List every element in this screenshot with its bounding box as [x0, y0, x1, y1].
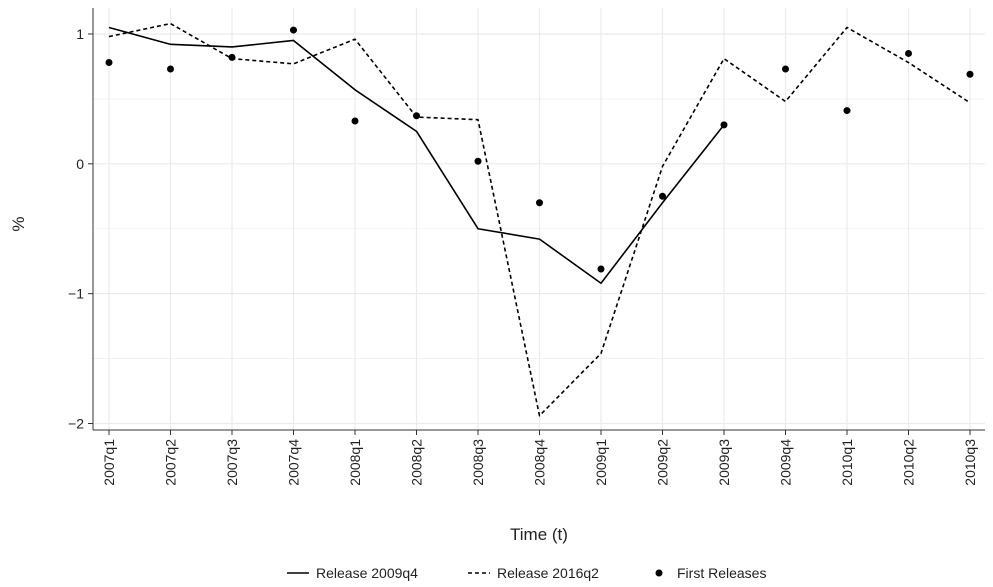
- legend-key: [655, 569, 663, 577]
- data-point: [228, 53, 236, 61]
- x-tick-label: 2010q2: [901, 439, 917, 486]
- x-tick-label: 2007q2: [163, 439, 179, 486]
- legend-label: Release 2009q4: [316, 565, 418, 581]
- y-tick-label: 0: [76, 156, 84, 172]
- x-tick-label: 2009q1: [593, 439, 609, 486]
- y-tick-label: 1: [76, 26, 84, 42]
- x-tick-label: 2007q4: [286, 439, 302, 486]
- y-tick-label: −1: [68, 286, 84, 302]
- legend-label: Release 2016q2: [497, 565, 599, 581]
- x-tick-label: 2009q3: [716, 439, 732, 486]
- data-point: [659, 192, 666, 200]
- data-point: [474, 157, 482, 165]
- x-axis-title: Time (t): [510, 525, 568, 544]
- data-point: [720, 121, 728, 129]
- x-tick-label: 2008q3: [470, 439, 486, 486]
- data-point: [905, 49, 912, 57]
- legend-label: First Releases: [677, 565, 766, 581]
- grid: [93, 8, 985, 430]
- data-point: [290, 26, 297, 34]
- series: [105, 22, 974, 417]
- y-axis-title: %: [9, 216, 28, 231]
- axes: [88, 8, 985, 435]
- x-tick-label: 2007q3: [224, 439, 240, 486]
- legend: Release 2009q4 Release 2016q2 First Releas…: [287, 565, 766, 581]
- data-point: [597, 265, 605, 273]
- legend-item: Release 2016q2: [468, 565, 599, 581]
- x-tick-label: 2008q4: [532, 439, 548, 486]
- x-tick-label: 2007q1: [101, 439, 117, 486]
- x-tick-label: 2009q2: [655, 439, 671, 486]
- y-tick-label: −2: [68, 416, 84, 432]
- data-point: [782, 65, 789, 73]
- data-point: [966, 70, 974, 78]
- x-tick-label: 2010q1: [839, 439, 855, 486]
- data-point: [167, 65, 174, 73]
- series-line-release-2009q4: [108, 26, 725, 285]
- data-point: [413, 112, 420, 120]
- data-point: [351, 117, 359, 125]
- x-tick-label: 2008q2: [409, 439, 425, 486]
- data-point: [536, 199, 543, 207]
- x-tick-label: 2010q3: [962, 439, 978, 486]
- x-tick-label: 2008q1: [347, 439, 363, 486]
- series-line-release-2016q2: [108, 22, 971, 417]
- data-point: [843, 107, 851, 115]
- legend-item: First Releases: [655, 565, 766, 581]
- x-tick-label: 2009q4: [778, 439, 794, 486]
- data-point: [105, 59, 113, 67]
- legend-item: Release 2009q4: [287, 565, 418, 581]
- tick-labels: 1 0 −1 −2 2007q1 2007q2 2007q3 2007q4 2008q1 2008…: [68, 26, 978, 486]
